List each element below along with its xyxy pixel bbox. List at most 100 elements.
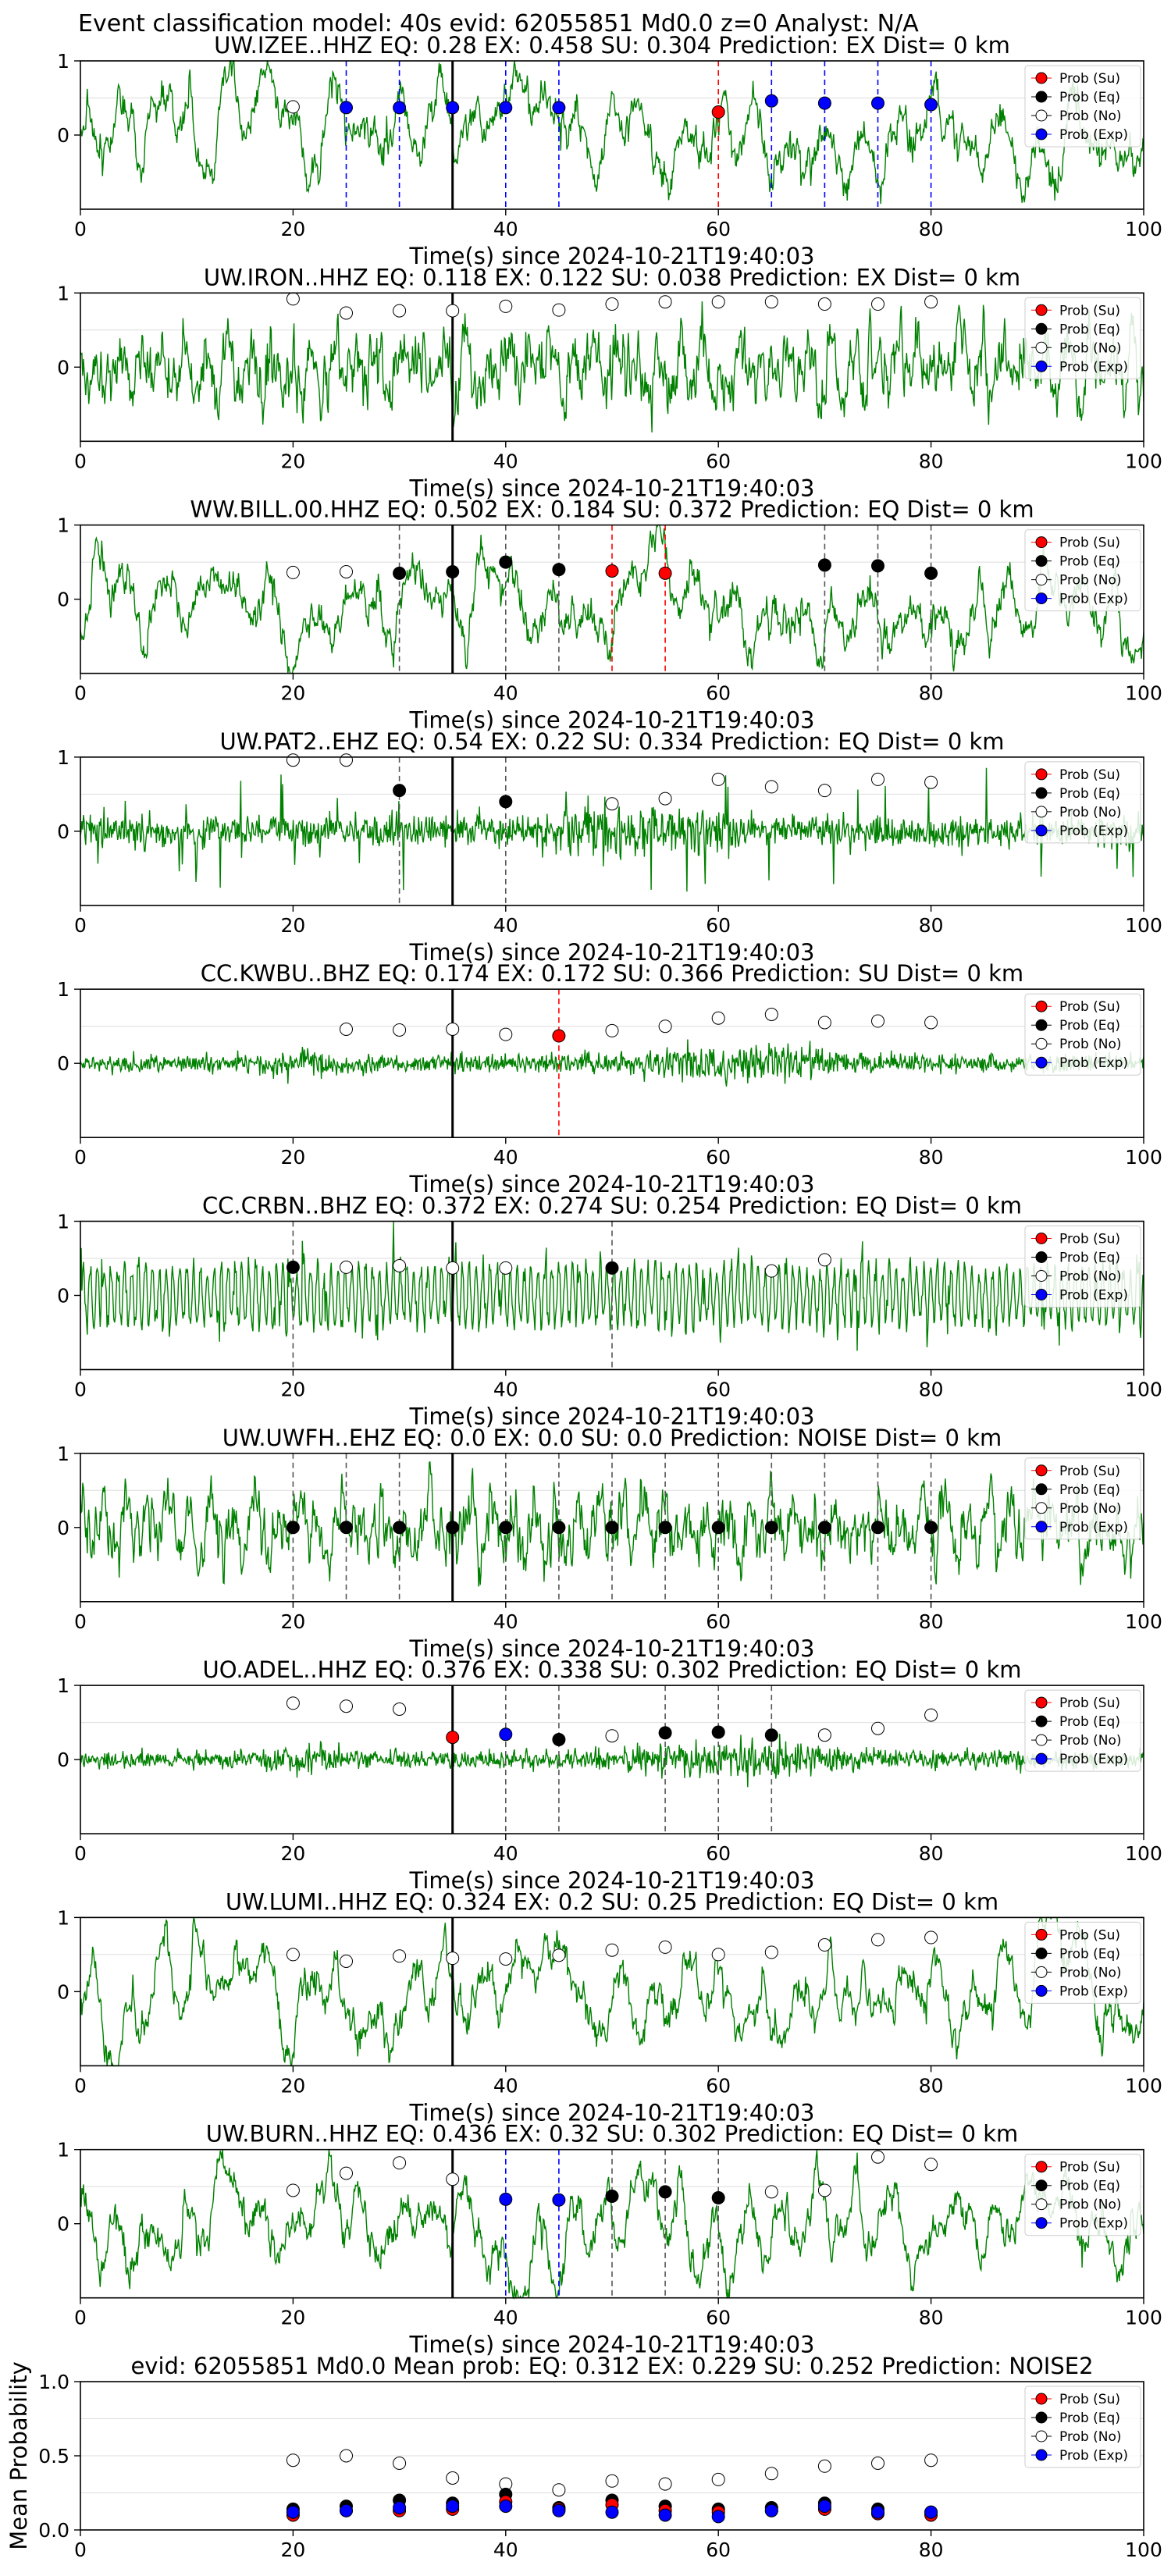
- waveform-trace: [80, 2149, 1144, 2300]
- legend-label-exp: Prob (Exp): [1059, 1984, 1128, 1999]
- prob-point-eq: [499, 555, 513, 569]
- axes-frame: [80, 1916, 1144, 2067]
- legend-marker-no: [1035, 574, 1048, 586]
- legend-label-no: Prob (No): [1059, 2429, 1122, 2445]
- y-tick-label: 0: [57, 1980, 69, 2003]
- x-axis-label: Time(s) since 2024-10-21T19:40:03: [409, 1867, 815, 1894]
- mean-point-no: [552, 2483, 566, 2497]
- x-tick-label: 60: [706, 1146, 731, 1169]
- x-tick-label: 100: [1125, 914, 1162, 937]
- waveform-trace: [80, 767, 1144, 892]
- legend-marker-eq: [1035, 1715, 1048, 1727]
- prob-point-eq: [924, 566, 938, 580]
- x-tick-label: 20: [280, 1610, 305, 1633]
- prob-point-no: [711, 295, 725, 309]
- prob-point-exp: [817, 96, 831, 110]
- x-tick-label: 0: [74, 682, 87, 705]
- legend-label-su: Prob (Su): [1059, 767, 1120, 783]
- y-tick-label: 1: [57, 2139, 69, 2161]
- legend-label-eq: Prob (Eq): [1059, 1946, 1120, 1962]
- prob-point-no: [446, 1023, 460, 1036]
- y-tick-label: 1: [57, 746, 69, 769]
- y-tick-label: 1: [57, 1674, 69, 1697]
- y-tick-label: 0: [57, 1052, 69, 1075]
- prob-point-no: [340, 1023, 353, 1036]
- x-tick-label: 80: [919, 450, 944, 472]
- prob-point-no: [658, 1940, 672, 1954]
- legend-marker-exp: [1035, 360, 1048, 372]
- x-tick-label: 20: [280, 682, 305, 705]
- legend-marker-exp: [1035, 1521, 1048, 1533]
- legend-marker-su: [1035, 1928, 1048, 1941]
- legend-label-no: Prob (No): [1059, 805, 1122, 820]
- legend-label-su: Prob (Su): [1059, 71, 1120, 87]
- panel-title: UO.ADEL..HHZ EQ: 0.376 EX: 0.338 SU: 0.3…: [202, 1656, 1021, 1683]
- mean-point-no: [658, 2477, 672, 2491]
- legend-marker-eq: [1035, 2179, 1048, 2192]
- prob-point-no: [924, 1930, 938, 1944]
- legend-marker-su: [1035, 1696, 1048, 1709]
- prob-point-no: [764, 1264, 778, 1278]
- x-tick-label: 60: [706, 2307, 731, 2329]
- y-tick-label: 0: [57, 589, 69, 611]
- prob-point-no: [393, 304, 407, 318]
- legend-marker-exp: [1035, 592, 1048, 605]
- prob-point-exp: [552, 2193, 566, 2207]
- x-axis-label: Time(s) since 2024-10-21T19:40:03: [409, 1404, 815, 1430]
- x-tick-label: 100: [1125, 2539, 1162, 2561]
- y-tick-label: 0: [57, 1749, 69, 1771]
- x-tick-label: 100: [1125, 1379, 1162, 1401]
- x-tick-label: 80: [919, 1842, 944, 1865]
- panel-title: WW.BILL.00.HHZ EQ: 0.502 EX: 0.184 SU: 0…: [190, 496, 1034, 523]
- prob-point-eq: [552, 563, 566, 577]
- panel-title: UW.UWFH..EHZ EQ: 0.0 EX: 0.0 SU: 0.0 Pre…: [222, 1425, 1002, 1451]
- legend-marker-eq: [1035, 555, 1048, 568]
- x-tick-label: 20: [280, 2074, 305, 2097]
- legend-marker-eq: [1035, 322, 1048, 335]
- prob-point-eq: [871, 559, 884, 573]
- prob-point-no: [764, 1945, 778, 1959]
- legend-label-no: Prob (No): [1059, 573, 1122, 589]
- prob-point-exp: [393, 101, 407, 115]
- legend-marker-no: [1035, 2430, 1048, 2443]
- axes-frame: [80, 60, 1144, 210]
- prob-point-no: [552, 1948, 566, 1962]
- prob-point-no: [286, 753, 300, 767]
- prob-point-eq: [499, 795, 513, 809]
- legend-marker-eq: [1035, 1483, 1048, 1496]
- x-tick-label: 20: [280, 2539, 305, 2561]
- x-tick-label: 0: [74, 218, 87, 240]
- legend-label-no: Prob (No): [1059, 109, 1122, 124]
- prob-point-eq: [446, 1521, 460, 1535]
- x-tick-label: 80: [919, 1146, 944, 1169]
- x-tick-label: 0: [74, 1146, 87, 1169]
- legend-label-eq: Prob (Eq): [1059, 1018, 1120, 1034]
- legend-marker-no: [1035, 1502, 1048, 1514]
- panel-5: CC.CRBN..BHZ EQ: 0.372 EX: 0.274 SU: 0.2…: [57, 1193, 1162, 1430]
- prob-point-exp: [552, 101, 566, 115]
- prob-point-no: [286, 1696, 300, 1710]
- prob-point-no: [286, 1948, 300, 1962]
- panel-title: evid: 62055851 Md0.0 Mean prob: EQ: 0.31…: [130, 2353, 1093, 2379]
- legend-6: Prob (Su) Prob (Eq) Prob (No) Prob (Exp): [1024, 1457, 1141, 1540]
- legend-box: [1024, 1226, 1141, 1308]
- x-tick-label: 60: [706, 1379, 731, 1401]
- y-tick-label: 0: [57, 124, 69, 147]
- mean-point-exp: [552, 2503, 566, 2517]
- panel-title: UW.PAT2..EHZ EQ: 0.54 EX: 0.22 SU: 0.334…: [219, 728, 1004, 755]
- prob-point-eq: [924, 1521, 938, 1535]
- x-tick-label: 60: [706, 2539, 731, 2561]
- prob-point-no: [446, 1261, 460, 1275]
- legend-3: Prob (Su) Prob (Eq) Prob (No) Prob (Exp): [1024, 761, 1141, 844]
- x-tick-label: 20: [280, 914, 305, 937]
- prob-point-eq: [764, 1521, 778, 1535]
- mean-point-no: [764, 2467, 778, 2481]
- mean-point-no: [817, 2459, 831, 2473]
- legend-marker-no: [1035, 806, 1048, 818]
- legend-label-exp: Prob (Exp): [1059, 1055, 1128, 1071]
- y-tick-label: 0: [57, 820, 69, 843]
- legend-marker-exp: [1035, 824, 1048, 837]
- x-tick-label: 20: [280, 1379, 305, 1401]
- legend-label-exp: Prob (Exp): [1059, 359, 1128, 375]
